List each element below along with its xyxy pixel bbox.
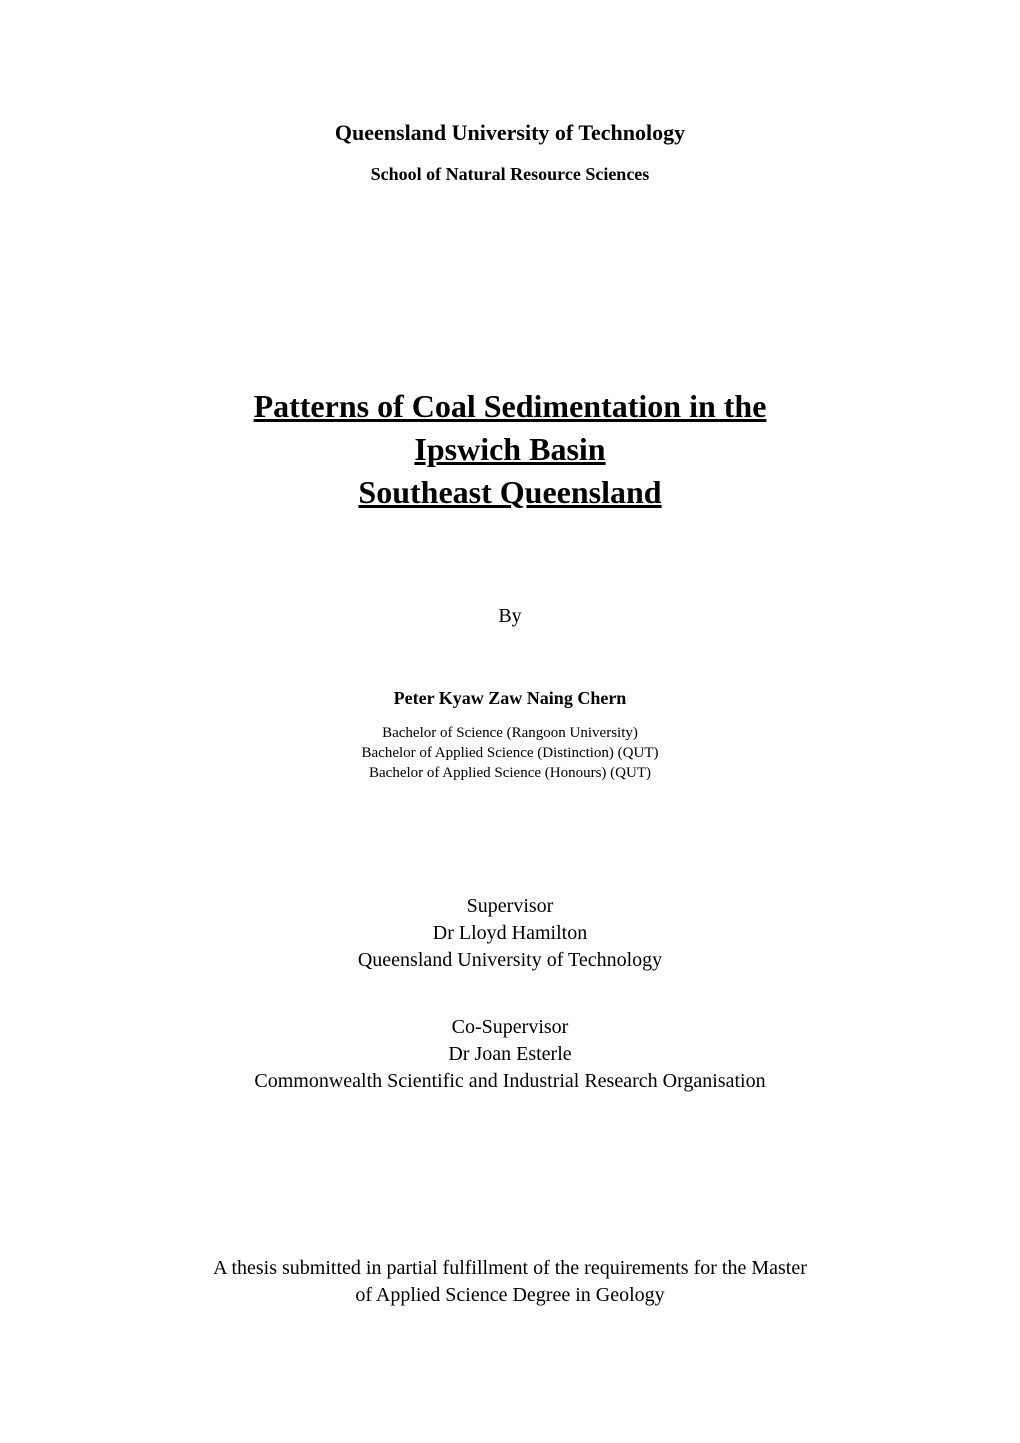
cosupervisor-affiliation: Commonwealth Scientific and Industrial R… xyxy=(254,1068,765,1095)
school-name: School of Natural Resource Sciences xyxy=(371,164,650,185)
submission-line-2: of Applied Science Degree in Geology xyxy=(213,1282,807,1309)
supervisor-affiliation: Queensland University of Technology xyxy=(358,947,662,974)
degree-line: Bachelor of Science (Rangoon University) xyxy=(362,723,659,743)
cosupervisor-block: Co-Supervisor Dr Joan Esterle Commonweal… xyxy=(254,1014,765,1095)
degree-line: Bachelor of Applied Science (Honours) (Q… xyxy=(362,763,659,783)
title-page: Queensland University of Technology Scho… xyxy=(0,0,1020,1443)
cosupervisor-name: Dr Joan Esterle xyxy=(254,1041,765,1068)
institution-name: Queensland University of Technology xyxy=(335,120,685,146)
author-degrees: Bachelor of Science (Rangoon University)… xyxy=(362,723,659,784)
supervisor-label: Supervisor xyxy=(358,893,662,920)
title-line-3: Southeast Queensland xyxy=(254,471,767,514)
title-line-2: Ipswich Basin xyxy=(254,428,767,471)
degree-line: Bachelor of Applied Science (Distinction… xyxy=(362,743,659,763)
thesis-title: Patterns of Coal Sedimentation in the Ip… xyxy=(254,385,767,515)
submission-statement: A thesis submitted in partial fulfillmen… xyxy=(213,1255,807,1309)
submission-line-1: A thesis submitted in partial fulfillmen… xyxy=(213,1255,807,1282)
by-label: By xyxy=(498,605,521,628)
cosupervisor-label: Co-Supervisor xyxy=(254,1014,765,1041)
author-name: Peter Kyaw Zaw Naing Chern xyxy=(394,688,627,709)
title-line-1: Patterns of Coal Sedimentation in the xyxy=(254,385,767,428)
supervisor-block: Supervisor Dr Lloyd Hamilton Queensland … xyxy=(358,893,662,974)
supervisor-name: Dr Lloyd Hamilton xyxy=(358,920,662,947)
